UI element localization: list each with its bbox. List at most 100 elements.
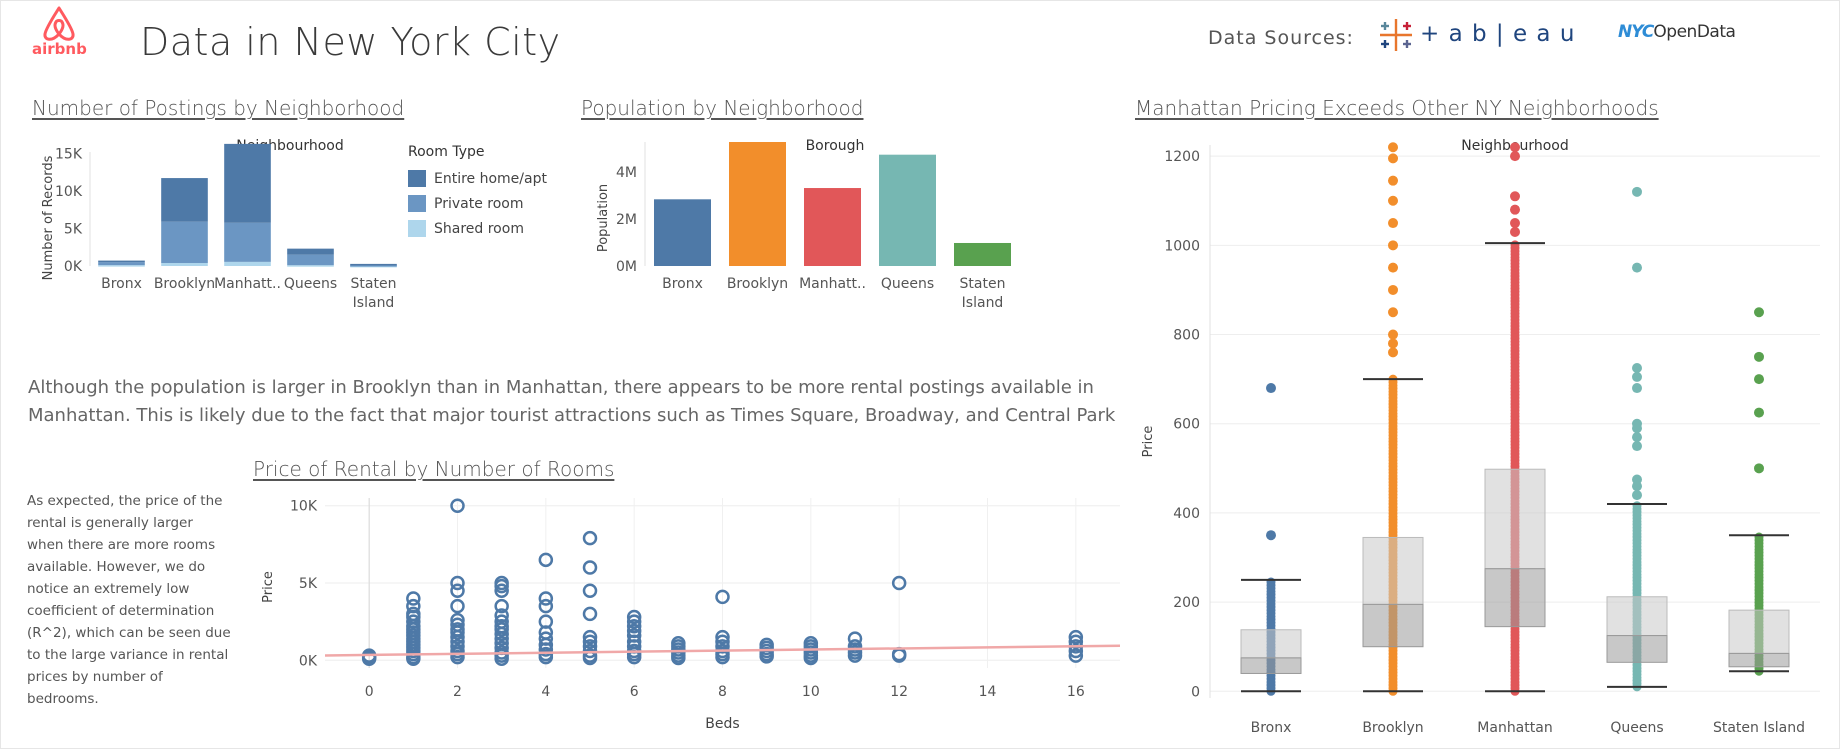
pricing-outlier-point [1388,347,1398,358]
pricing-outlier-point [1388,175,1398,186]
population-y-axis-label: Population [596,184,611,252]
postings-sheet-title: Number of Postings by Neighborhood [32,96,405,120]
pricing-y-tick-label: 0 [1191,684,1200,700]
pricing-outlier-point [1754,407,1764,418]
postings-bar-segment [350,265,397,267]
pricing-y-tick-label: 1000 [1164,238,1200,254]
airbnb-logo-text: airbnb [32,40,87,58]
rooms-scatter-point [582,606,598,622]
tableau-logo: + a b | e a u [1376,15,1574,55]
side-note-line: when there are more rooms [27,537,216,553]
pricing-sheet-title: Manhattan Pricing Exceeds Other NY Neigh… [1135,96,1659,120]
postings-bar-segment [224,261,271,266]
rooms-x-tick-label: 16 [1067,684,1085,700]
pricing-outlier-point [1632,481,1642,492]
legend-item-entire[interactable]: Entire home/apt [408,166,547,191]
population-bar [729,142,786,266]
rooms-x-tick-label: 6 [630,684,639,700]
pricing-box-upper [1728,609,1790,654]
side-note-line: As expected, the price of the [27,493,223,509]
rooms-y-tick-label: 5K [299,576,318,592]
rooms-scatter-point [715,589,730,605]
postings-bar-segment [98,265,145,267]
legend-item-shared[interactable]: Shared room [408,216,547,241]
rooms-scatter-point [803,650,819,666]
data-sources-label: Data Sources: [1208,27,1354,49]
tableau-logo-text: + a b | e a u [1420,21,1576,47]
pricing-x-tick-label: Brooklyn [1362,720,1423,736]
airbnb-logo: airbnb [32,4,87,58]
rooms-x-tick-label: 8 [718,684,727,700]
side-note-line: (R^2), which can be seen due [27,625,231,641]
pricing-box-chart[interactable]: Neighbourhood020040060080010001200PriceB… [1135,130,1825,745]
pricing-x-tick-label: Bronx [1251,720,1292,736]
rooms-scatter-point [538,552,554,568]
rooms-scatter-chart[interactable]: 0K 5K 10K 0 2 4 6 8 10 12 14 16 Price Beds [255,488,1125,746]
postings-x-tick-label: Staten [351,276,397,292]
legend-label-entire: Entire home/apt [434,170,547,187]
airbnb-logo-icon [43,6,75,41]
pricing-outlier-point [1510,142,1520,153]
rooms-scatter-point [538,591,554,606]
rooms-x-tick-label: 10 [802,684,820,700]
rooms-scatter-point [450,625,465,640]
pricing-outlier-point [1632,441,1642,452]
rooms-trend-line [324,644,1121,657]
population-bar [654,199,711,266]
postings-x-tick-label: Island [353,295,395,311]
postings-bar-segment [161,178,208,222]
pricing-outlier-point [1510,218,1520,229]
pricing-outlier-point [1632,383,1642,394]
pricing-y-tick-label: 1200 [1164,149,1200,165]
rooms-scatter-point [538,598,554,614]
population-x-tick-label: Manhatt.. [799,276,866,292]
nyc-logo-text: OpenData [1653,22,1736,42]
pricing-outlier-point [1266,383,1276,394]
postings-bar-segment [98,262,145,266]
pricing-outlier-point [1632,432,1642,443]
room-type-legend[interactable]: Room Type Entire home/apt Private room S… [408,144,547,241]
legend-swatch-shared [408,220,426,237]
rooms-scatter-point [450,598,465,614]
pricing-y-axis-label: Price [1141,426,1156,458]
page-title: Data in New York City [140,20,561,64]
population-y-tick-label: 2M [616,212,637,228]
population-chart[interactable]: Borough Population 0M 2M 4M Bronx Brooklyn Manh… [585,130,1025,370]
pricing-outlier-point [1754,463,1764,474]
rooms-scatter-point [891,575,907,591]
rooms-x-axis-label: Beds [705,716,739,732]
side-note-line: notice an extremely low [27,581,190,597]
rooms-scatter-point [1068,648,1084,663]
population-x-tick-label: Bronx [662,276,703,292]
tableau-cross-icon [1380,19,1412,51]
pricing-outlier-point [1754,374,1764,385]
pricing-box-upper [1606,596,1668,637]
rooms-scatter-point [582,583,598,598]
rooms-scatter-point [450,629,465,645]
rooms-sheet-title: Price of Rental by Number of Rooms [253,457,615,481]
side-note-line: bedrooms. [27,691,99,707]
rooms-scatter-point [494,598,509,614]
pricing-outlier-point [1388,284,1398,295]
postings-bar-segment [224,143,271,223]
pricing-x-tick-label: Manhattan [1477,720,1552,736]
pricing-outlier-point [1388,338,1398,349]
rooms-scatter-point [494,622,509,637]
pricing-outlier-point [1388,195,1398,206]
postings-bar-segment [161,221,208,263]
postings-bar-segment [350,265,397,268]
side-note-line: to the large variance in rental [27,647,229,663]
nyc-opendata-logo: NYCOpenData [1618,22,1736,42]
pricing-box-lower [1728,652,1790,668]
pricing-outlier-point [1632,362,1642,373]
legend-item-private[interactable]: Private room [408,191,547,216]
pricing-box-upper [1240,629,1302,659]
rooms-scatter-point [538,649,554,665]
postings-bar-segment [350,263,397,266]
postings-x-tick-label: Brooklyn [154,276,215,292]
rooms-scatter-point [494,626,509,642]
population-chart-title: Borough [806,138,865,154]
postings-x-tick-label: Manhatt.. [214,276,281,292]
nyc-logo-mark: NYC [1618,22,1654,42]
